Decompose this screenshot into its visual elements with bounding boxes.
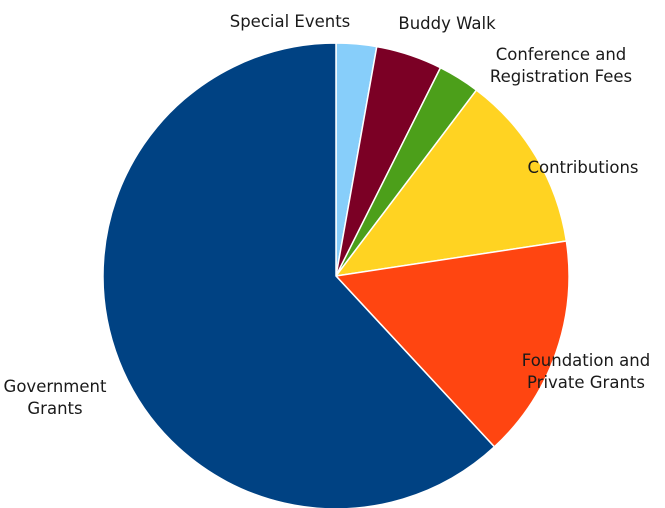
slice-label-special-events: Special Events: [230, 12, 351, 31]
slice-label-line: Contributions: [527, 158, 638, 177]
slice-label-foundation-and-private-grants: Foundation and Private Grants: [522, 351, 650, 392]
slice-label-line: Conference and: [496, 45, 627, 64]
slice-label-government-grants: Government Grants: [4, 377, 107, 418]
slice-label-contributions: Contributions: [527, 158, 638, 177]
pie-slice-contributions: [335, 89, 568, 277]
slice-label-line: Buddy Walk: [398, 14, 496, 33]
pie-slice-foundation-and-private-grants: [335, 240, 570, 448]
pie-slice-government-grants: [102, 42, 496, 508]
slice-label-line: Foundation and: [522, 351, 650, 370]
slice-label-conference-and-registration-fees: Conference and Registration Fees: [490, 45, 632, 86]
slice-label-line: Special Events: [230, 12, 351, 31]
slice-label-line: Government: [4, 377, 107, 396]
slice-label-line: Private Grants: [527, 373, 645, 392]
slice-label-line: Grants: [27, 399, 82, 418]
slice-label-line: Registration Fees: [490, 67, 632, 86]
pie-slices: [102, 42, 570, 508]
slice-label-buddy-walk: Buddy Walk: [398, 14, 496, 33]
